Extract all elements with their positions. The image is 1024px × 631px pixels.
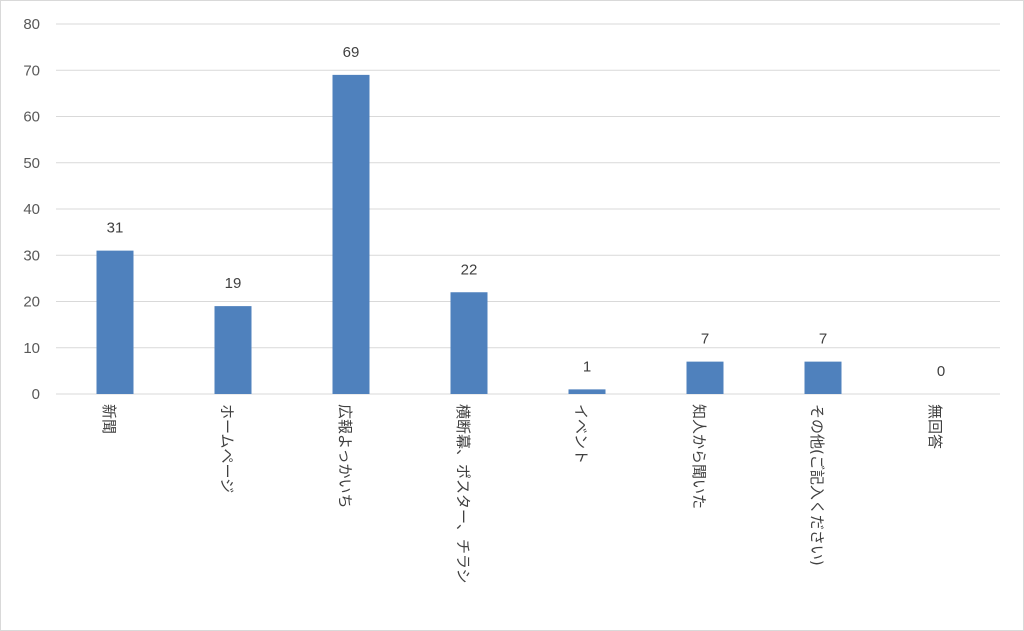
y-tick-label: 70 <box>23 62 40 79</box>
category-label: 無回答 <box>926 404 944 449</box>
category-label: ホームページ <box>218 404 236 493</box>
data-label: 0 <box>937 363 945 380</box>
data-label: 7 <box>701 331 709 348</box>
category-label: 横断幕、ポスター、チラシ <box>454 404 472 584</box>
bar-7 <box>804 361 842 394</box>
category-label: 広報よっかいち <box>336 404 354 509</box>
y-tick-label: 20 <box>23 294 40 311</box>
y-tick-label: 50 <box>23 155 40 172</box>
data-label: 69 <box>343 44 360 61</box>
category-label: その他(ご記入ください) <box>808 404 826 566</box>
y-tick-label: 40 <box>23 201 40 218</box>
data-label: 7 <box>819 331 827 348</box>
bar-2 <box>214 306 252 394</box>
data-label: 19 <box>225 275 242 292</box>
bar-3 <box>332 74 370 394</box>
y-tick-label: 30 <box>23 247 40 264</box>
data-label: 22 <box>461 261 478 278</box>
data-label: 1 <box>583 358 591 375</box>
category-label: 知人から聞いた <box>690 404 708 509</box>
y-tick-label: 0 <box>32 386 40 403</box>
bar-1 <box>96 250 134 394</box>
category-label: イベント <box>572 404 590 464</box>
y-tick-label: 10 <box>23 340 40 357</box>
bar-4 <box>450 292 488 394</box>
data-label: 31 <box>107 220 124 237</box>
y-tick-label: 60 <box>23 109 40 126</box>
bar-6 <box>686 361 724 394</box>
category-label: 新聞 <box>100 404 118 434</box>
bar-5 <box>568 389 606 394</box>
y-tick-label: 80 <box>23 16 40 33</box>
